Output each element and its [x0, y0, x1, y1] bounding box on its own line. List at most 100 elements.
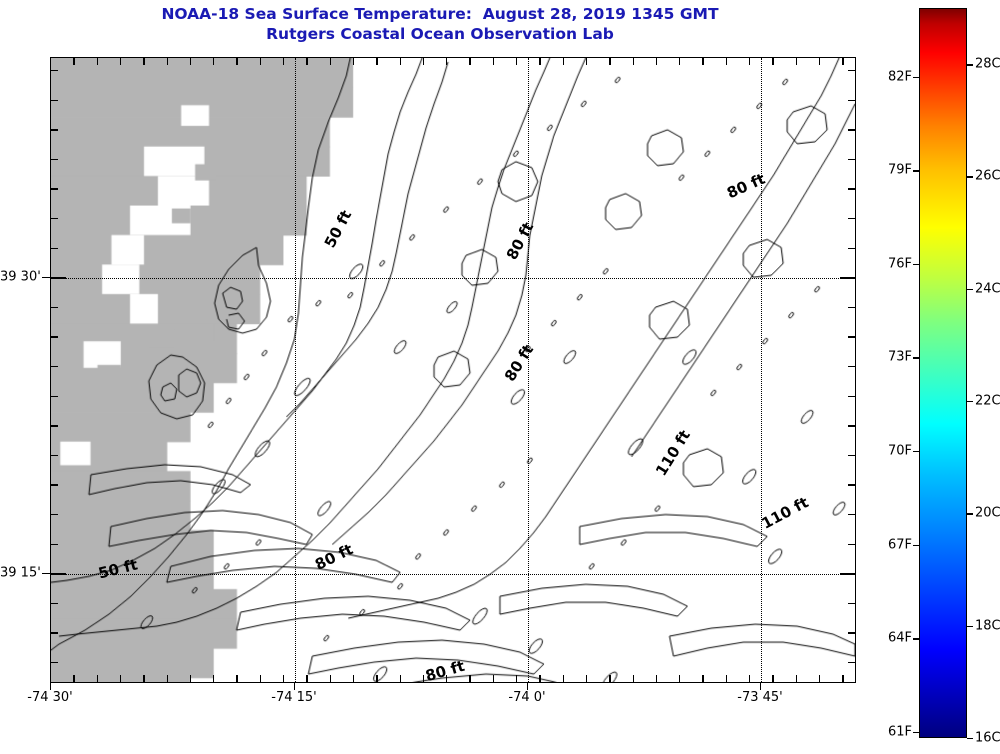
y-tick-right	[848, 336, 856, 338]
x-axis-label: -74 15'	[271, 690, 317, 705]
y-tick-right	[848, 484, 856, 486]
colorbar-tick-celsius	[967, 176, 973, 178]
x-tick-top	[422, 57, 425, 65]
x-axis-label: -74 0'	[508, 690, 546, 705]
x-tick-top	[329, 57, 331, 65]
y-tick-minor	[50, 247, 58, 249]
x-tick-minor	[655, 675, 658, 683]
x-tick-minor	[376, 675, 378, 683]
title-line-1: NOAA-18 Sea Surface Temperature: August …	[161, 5, 719, 23]
x-tick-minor	[446, 675, 448, 683]
x-tick-minor	[795, 675, 797, 683]
y-tick-right	[848, 454, 856, 457]
map-plot-area[interactable]: 50 ft 80 ft 80 ft 80 ft 110 ft 110 ft 50 ft 80 …	[50, 57, 856, 683]
x-tick-minor	[306, 675, 308, 683]
x-tick-top	[259, 57, 262, 65]
colorbar-label-celsius: 26C	[975, 168, 1000, 184]
colorbar-tick-celsius	[967, 513, 973, 515]
x-tick-top	[50, 57, 52, 73]
y-tick-right	[848, 366, 856, 368]
x-tick-top	[492, 57, 495, 65]
x-tick-minor	[329, 675, 331, 683]
x-tick-major-outward	[527, 683, 529, 690]
sst-map-canvas[interactable]	[51, 58, 855, 682]
y-tick-right	[848, 602, 856, 605]
x-tick-minor	[562, 675, 564, 683]
y-tick-right	[848, 99, 856, 101]
x-tick-top	[306, 57, 308, 65]
colorbar-tick-celsius	[967, 288, 973, 291]
y-tick-minor	[50, 484, 58, 486]
y-tick-right	[848, 158, 856, 161]
title-line-2: Rutgers Coastal Ocean Observation Lab	[266, 25, 614, 43]
colorbar-tick-fahrenheit	[913, 731, 919, 734]
colorbar-tick-fahrenheit	[913, 357, 919, 359]
x-tick-major-outward	[760, 683, 762, 690]
y-tick-right	[848, 514, 856, 516]
x-tick-minor	[189, 675, 192, 683]
x-tick-top	[119, 57, 122, 65]
x-tick-top	[749, 57, 751, 65]
y-tick-minor	[50, 395, 58, 397]
x-tick-minor	[749, 675, 751, 683]
x-tick-minor	[119, 675, 122, 683]
x-tick-top	[725, 57, 728, 65]
y-axis-label: 39 15'	[0, 565, 41, 581]
colorbar-tick-celsius	[967, 738, 973, 740]
x-tick-top	[446, 57, 448, 65]
colorbar-label-celsius: 28C	[975, 56, 1000, 72]
x-tick-top	[655, 57, 658, 65]
x-tick-top	[562, 57, 564, 65]
x-tick-top	[213, 57, 215, 65]
y-tick-minor	[50, 454, 58, 457]
colorbar-label-celsius: 22C	[975, 393, 1000, 409]
colorbar-gradient	[919, 8, 967, 738]
x-tick-top	[516, 57, 518, 65]
chart-title: NOAA-18 Sea Surface Temperature: August …	[0, 4, 880, 44]
x-tick-minor	[516, 675, 518, 683]
y-tick-minor	[50, 632, 58, 634]
colorbar-label-fahrenheit: 82F	[887, 69, 912, 85]
x-tick-minor	[492, 675, 495, 683]
colorbar[interactable]: 82F 79F 76F 73F 70F 67F 64F 61F 28C 26C 24C 22C 20C 1…	[888, 8, 1000, 746]
x-tick-top	[539, 57, 541, 65]
y-tick-right	[848, 395, 856, 397]
y-tick-minor	[50, 218, 58, 220]
colorbar-label-celsius: 20C	[975, 505, 1000, 521]
y-tick-minor	[50, 99, 58, 101]
y-tick-major	[50, 277, 66, 279]
y-tick-minor	[50, 514, 58, 516]
y-tick-right	[840, 573, 856, 575]
x-tick-minor	[422, 675, 425, 683]
y-tick-minor	[50, 158, 58, 161]
y-tick-minor	[50, 425, 58, 427]
x-tick-minor	[283, 675, 285, 683]
y-tick-minor	[50, 70, 58, 72]
colorbar-label-fahrenheit: 64F	[887, 630, 912, 646]
y-tick-minor	[50, 602, 58, 605]
x-tick-top	[399, 57, 401, 65]
x-tick-major-outward	[294, 683, 296, 690]
y-tick-minor	[50, 129, 58, 131]
x-tick-minor	[818, 675, 821, 683]
x-tick-top	[679, 57, 681, 65]
colorbar-tick-fahrenheit	[913, 450, 919, 453]
x-tick-top	[166, 57, 168, 65]
x-tick-minor	[725, 675, 728, 683]
colorbar-label-fahrenheit: 61F	[887, 724, 912, 740]
y-tick-right	[848, 543, 856, 545]
colorbar-label-celsius: 18C	[975, 618, 1000, 634]
y-tick-minor	[50, 366, 58, 368]
x-tick-minor	[213, 675, 215, 683]
x-tick-minor	[399, 675, 401, 683]
x-tick-top	[469, 57, 471, 65]
y-tick-minor	[50, 662, 58, 664]
x-tick-top	[632, 57, 634, 65]
x-tick-minor	[772, 675, 774, 683]
colorbar-tick-celsius	[967, 401, 973, 403]
colorbar-label-fahrenheit: 70F	[887, 443, 912, 459]
colorbar-tick-celsius	[967, 64, 973, 66]
y-tick-right	[848, 662, 856, 664]
y-tick-minor	[50, 306, 58, 309]
y-tick-minor	[50, 336, 58, 338]
